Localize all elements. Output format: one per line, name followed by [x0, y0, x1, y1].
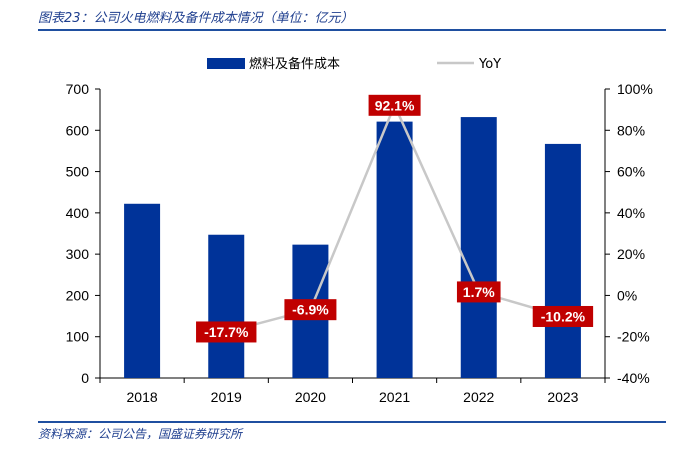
- yoy-label-box-2023: [532, 305, 594, 327]
- legend-bar-swatch: [207, 58, 245, 69]
- x-tick-label: 2019: [211, 389, 242, 405]
- left-tick-label: 300: [66, 246, 90, 262]
- bar-2021: [376, 121, 413, 378]
- x-tick-label: 2018: [127, 389, 158, 405]
- right-tick-label: -20%: [617, 329, 650, 345]
- left-tick-label: 400: [66, 205, 90, 221]
- right-tick-label: 60%: [617, 164, 645, 180]
- legend-line-label: YoY: [478, 57, 501, 72]
- right-tick-label: 40%: [617, 205, 645, 221]
- right-tick-label: -40%: [617, 370, 650, 386]
- figure-title: 图表23：公司火电燃料及备件成本情况（单位：亿元）: [38, 11, 354, 26]
- yoy-label-2019: -17.7%: [204, 324, 249, 340]
- right-tick-label: 100%: [617, 81, 653, 97]
- x-tick-label: 2023: [547, 389, 578, 405]
- bottom-rule: [38, 421, 666, 423]
- left-tick-label: 200: [66, 287, 90, 303]
- left-tick-label: 600: [66, 122, 90, 138]
- left-tick-label: 500: [66, 164, 90, 180]
- left-tick-label: 0: [81, 370, 89, 386]
- bar-2018: [124, 203, 161, 378]
- yoy-label-box-2021: [368, 94, 421, 116]
- top-rule: [38, 29, 666, 31]
- yoy-label-2023: -10.2%: [541, 308, 586, 324]
- x-tick-label: 2021: [379, 389, 410, 405]
- yoy-label-2022: 1.7%: [463, 284, 495, 300]
- yoy-label-box-2022: [456, 281, 501, 303]
- yoy-label-box-2020: [284, 299, 337, 321]
- bar-2023: [544, 143, 581, 378]
- yoy-label-2020: -6.9%: [292, 302, 329, 318]
- right-tick-label: 20%: [617, 246, 645, 262]
- x-tick-label: 2022: [463, 389, 494, 405]
- bar-2022: [460, 117, 497, 379]
- left-tick-label: 700: [66, 81, 90, 97]
- left-tick-label: 100: [66, 329, 90, 345]
- bar-2019: [208, 234, 245, 378]
- yoy-label-box-2019: [196, 321, 257, 343]
- x-tick-label: 2020: [295, 389, 326, 405]
- right-tick-label: 0%: [617, 287, 637, 303]
- right-tick-label: 80%: [617, 122, 645, 138]
- yoy-label-2021: 92.1%: [375, 97, 415, 113]
- legend-bar-label: 燃料及备件成本: [249, 56, 340, 72]
- figure-source: 资料来源：公司公告，国盛证券研究所: [38, 427, 243, 441]
